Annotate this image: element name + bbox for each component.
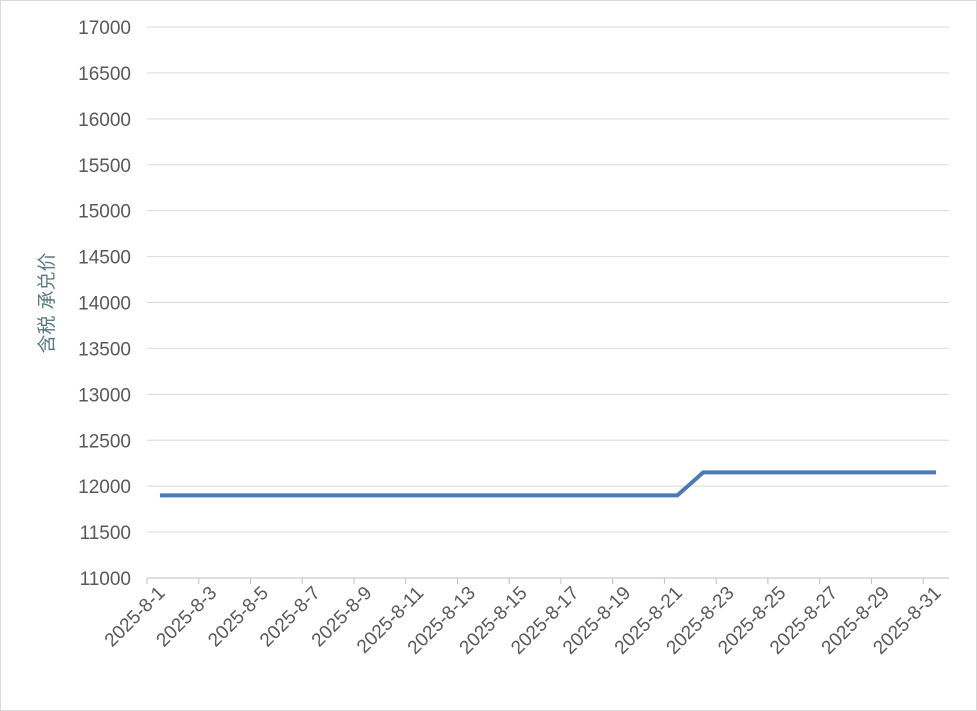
- y-tick-label: 12000: [78, 477, 131, 498]
- y-tick-label: 17000: [78, 18, 131, 39]
- y-tick-label: 16000: [78, 110, 131, 131]
- y-tick-label: 12500: [78, 431, 131, 452]
- y-tick-label: 11000: [80, 569, 131, 590]
- series-line: [159, 470, 937, 498]
- series-group: [159, 470, 937, 498]
- x-tick-labels: 2025-8-12025-8-32025-8-52025-8-72025-8-9…: [101, 583, 946, 659]
- y-tick-label: 15500: [78, 156, 131, 177]
- y-tick-labels: 11000 11500 12000 12500 13000 13500 14000 14500…: [78, 18, 131, 590]
- y-tick-label: 14500: [78, 248, 131, 269]
- y-tick-label: 16500: [78, 64, 131, 85]
- y-tick-label: 13500: [78, 339, 131, 360]
- y-tick-label: 11500: [80, 523, 131, 544]
- gridlines: [146, 26, 949, 584]
- y-tick-label: 15000: [78, 202, 131, 223]
- y-axis-label: 含税 承兑价: [36, 252, 58, 353]
- y-tick-label: 13000: [78, 385, 131, 406]
- y-tick-label: 14000: [78, 294, 131, 315]
